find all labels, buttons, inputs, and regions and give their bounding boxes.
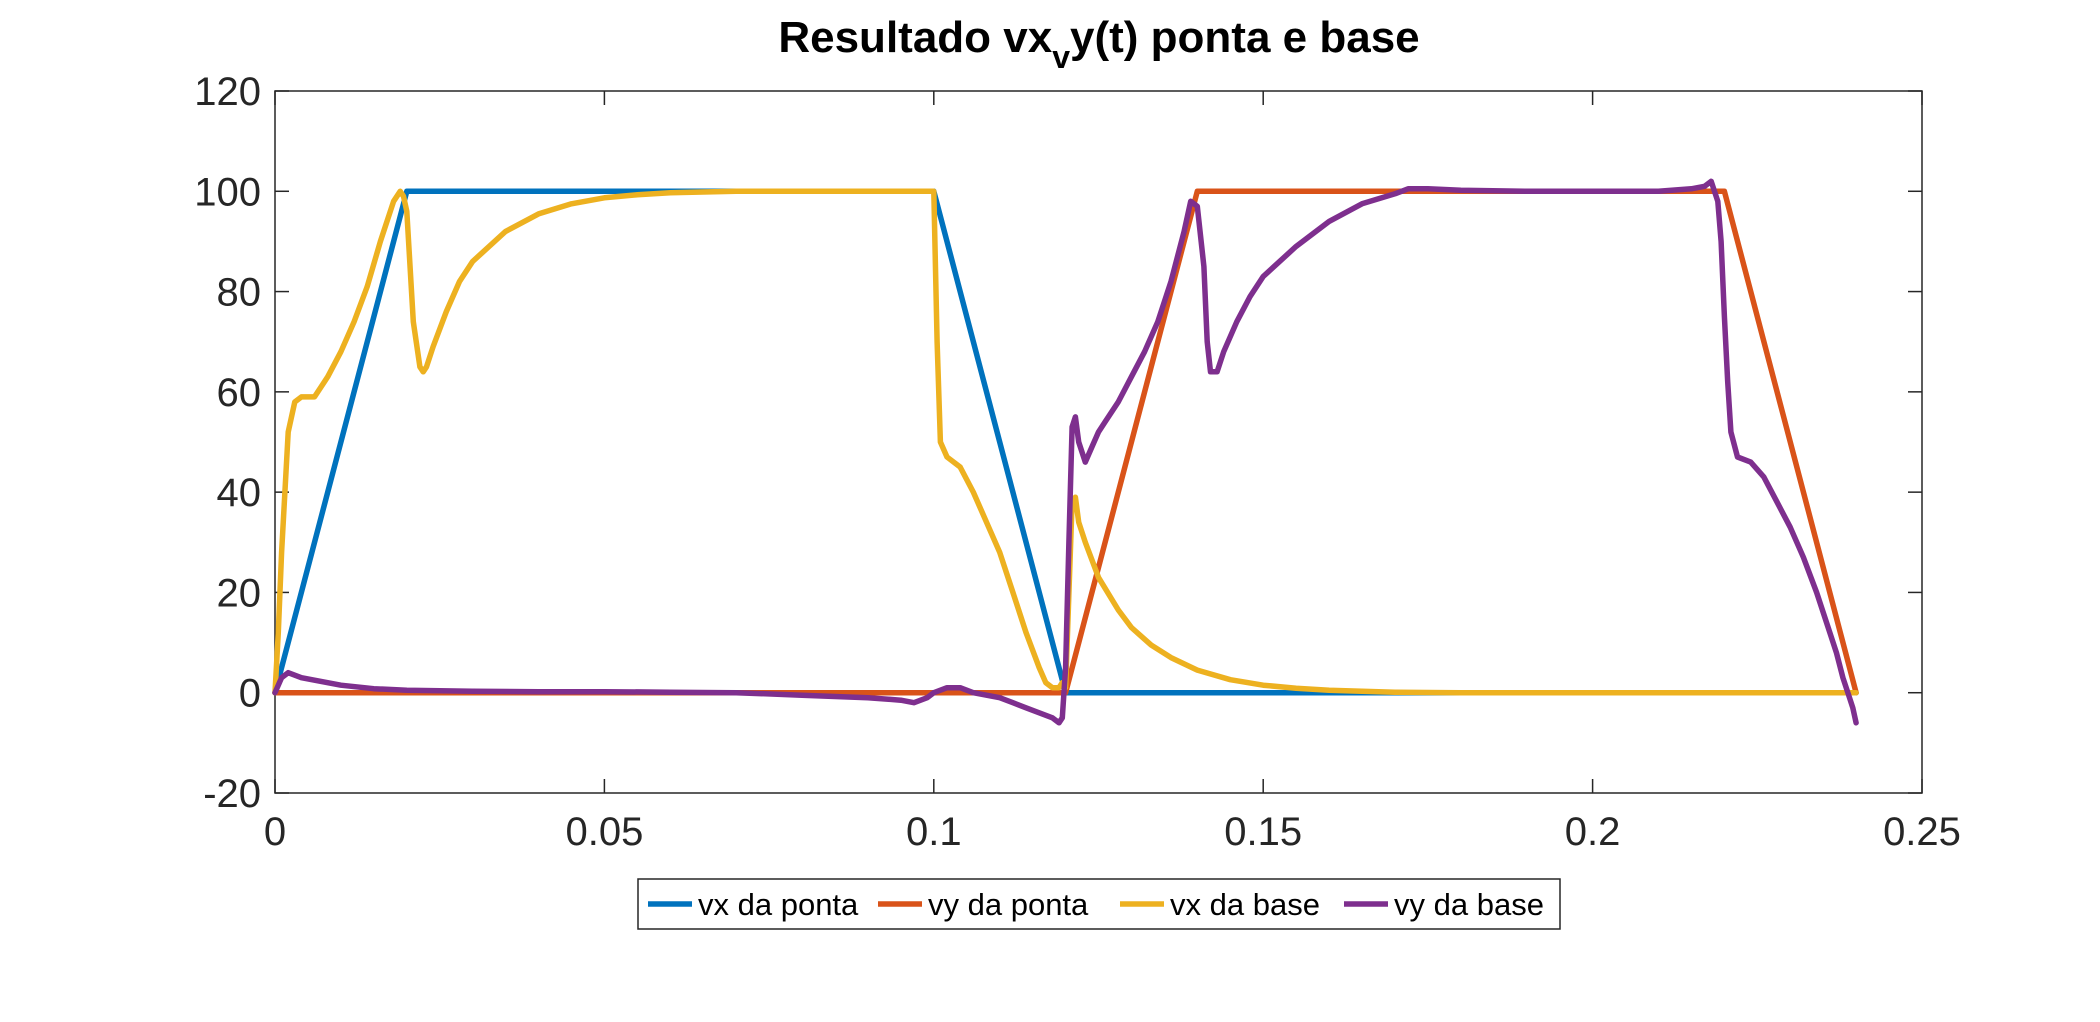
x-tick-label: 0.25 [1883, 810, 1961, 854]
x-tick-label: 0.05 [565, 810, 643, 854]
chart-title-main: Resultado vx [778, 13, 1052, 62]
x-tick-label: 0.1 [906, 810, 962, 854]
x-tick-label: 0 [264, 810, 286, 854]
series-line-3 [272, 188, 1859, 696]
chart-title: Resultado vxvy(t) ponta e base [778, 13, 1419, 75]
y-tick-label: 120 [194, 70, 261, 114]
y-tick-label: 20 [217, 571, 262, 615]
legend-box [637, 878, 1561, 930]
chart-title-rest: y(t) ponta e base [1070, 13, 1420, 62]
y-tick-label: 80 [217, 271, 262, 315]
y-tick-label: -20 [203, 772, 261, 816]
y-tick-label: 40 [217, 471, 262, 515]
x-tick-label: 0.2 [1565, 810, 1621, 854]
legend-label-4: vy da base [1394, 887, 1544, 922]
legend: vx da ponta vy da ponta vx da base vy da ba… [637, 878, 1561, 930]
legend-label-2: vy da ponta [928, 887, 1089, 922]
legend-label-1: vx da ponta [698, 887, 859, 922]
x-tick-label: 0.15 [1224, 810, 1302, 854]
series-line-4 [272, 178, 1859, 726]
chart-title-subscript: v [1052, 39, 1070, 75]
y-tick-label: 100 [194, 170, 261, 214]
legend-label-3: vx da base [1170, 887, 1320, 922]
y-tick-label: 0 [239, 672, 261, 716]
y-tick-label: 60 [217, 371, 262, 415]
axes-box [274, 90, 1923, 794]
